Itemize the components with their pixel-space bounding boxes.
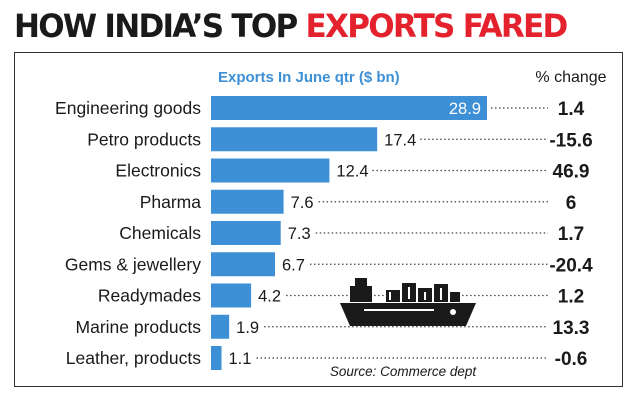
pct-change-label: 1.2: [558, 287, 584, 308]
category-label: Electronics: [115, 161, 201, 181]
value-label: 1.1: [229, 350, 252, 368]
pct-change-label: 1.7: [558, 224, 584, 245]
bar-7: [211, 314, 230, 339]
bar-5: [211, 252, 275, 277]
value-label: 7.6: [291, 194, 314, 212]
pct-change-label: 46.9: [553, 162, 590, 183]
category-label: Chemicals: [119, 223, 201, 243]
labels: Engineering goods 28.9 1.4 Petro products 17…: [55, 98, 593, 370]
value-label: 1.9: [236, 319, 259, 337]
title-part-2: EXPORTS FARED: [305, 7, 569, 45]
chart-frame: [14, 52, 623, 387]
category-label: Engineering goods: [55, 98, 201, 118]
title-part-1: HOW INDIA’S TOP: [14, 7, 306, 45]
pct-change-label: -15.6: [549, 130, 592, 151]
chart-title: HOW INDIA’S TOP EXPORTS FARED: [14, 4, 569, 48]
value-label: 17.4: [384, 131, 416, 149]
change-header: % change: [535, 69, 606, 86]
bar-4: [211, 221, 281, 245]
bar-0: [211, 96, 487, 120]
pct-change-label: 1.4: [558, 99, 585, 120]
bar-8: [211, 346, 222, 370]
category-label: Readymades: [98, 286, 201, 306]
value-label: 6.7: [282, 256, 305, 274]
value-label: 12.4: [336, 163, 368, 181]
bar-3: [211, 189, 284, 214]
category-label: Petro products: [87, 129, 201, 149]
bar-2: [211, 158, 330, 183]
category-label: Pharma: [140, 192, 202, 212]
category-label: Leather, products: [66, 348, 201, 368]
pct-change-label: 13.3: [553, 318, 590, 339]
pct-change-label: -20.4: [549, 255, 593, 276]
pct-change-label: -0.6: [555, 349, 588, 370]
category-label: Marine products: [76, 317, 202, 337]
leader-lines: [256, 107, 548, 359]
value-label: 4.2: [258, 288, 281, 306]
category-label: Gems & jewellery: [65, 254, 201, 274]
value-label: 7.3: [288, 225, 311, 243]
bars: [211, 96, 487, 370]
cargo-ship-icon: [340, 278, 476, 326]
series-label: Exports In June qtr ($ bn): [218, 69, 400, 86]
source-note: Source: Commerce dept: [330, 364, 478, 379]
bar-1: [211, 127, 378, 152]
pct-change-label: 6: [566, 193, 577, 214]
bar-6: [211, 283, 252, 308]
value-label: 28.9: [449, 100, 481, 118]
